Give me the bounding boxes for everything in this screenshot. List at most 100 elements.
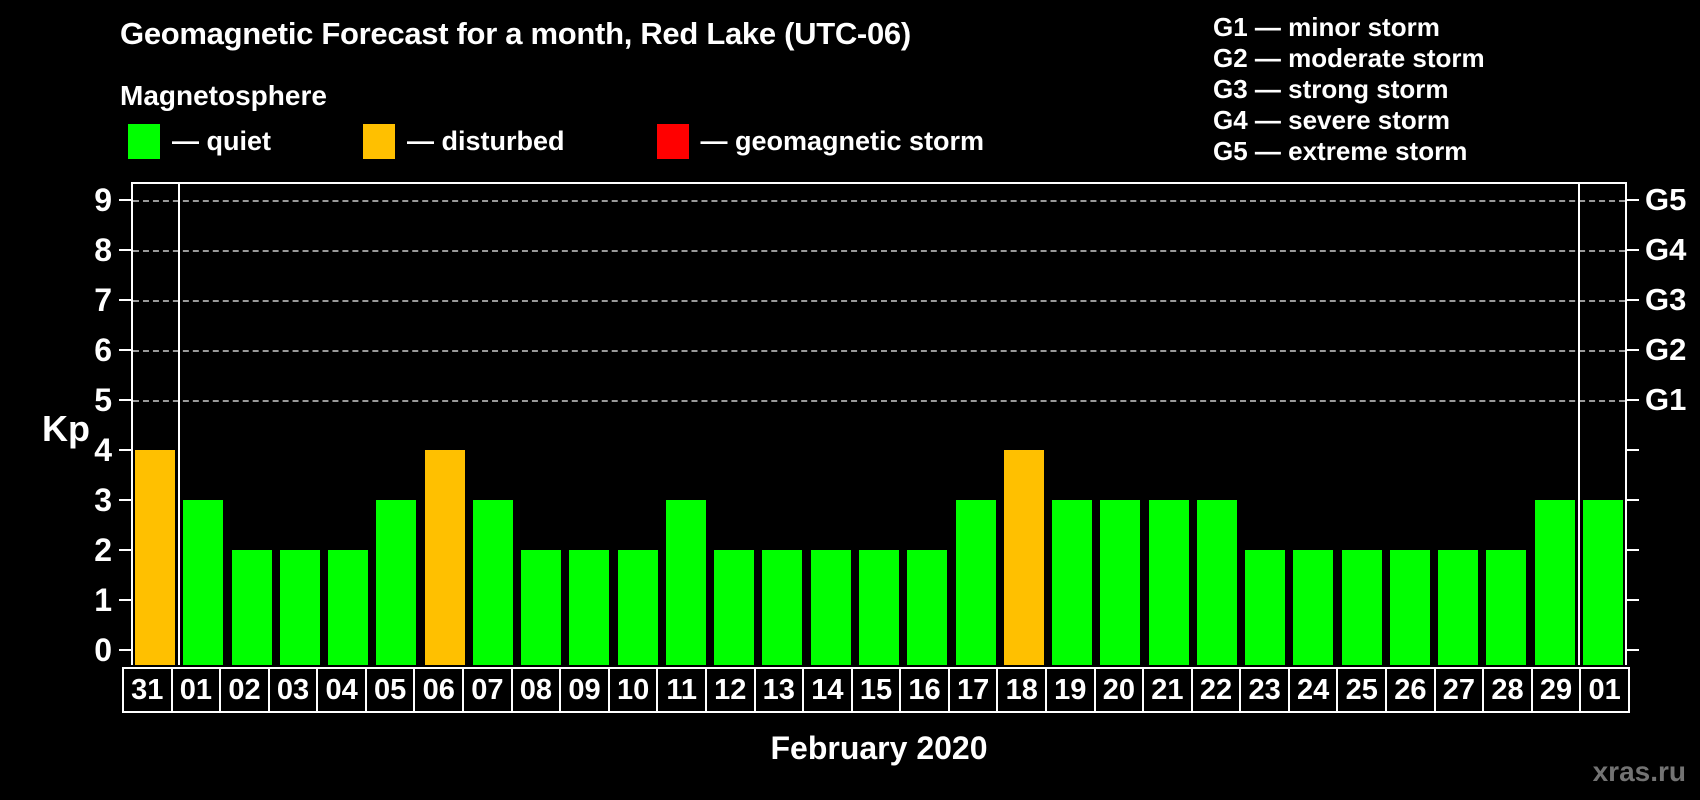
day-label-16: 16 <box>899 667 950 713</box>
gridline-kp9 <box>133 200 1625 202</box>
y-axis-label-4: 4 <box>94 432 112 468</box>
right-tick-kp2 <box>1627 549 1639 551</box>
storm-scale-line-g5: G5 — extreme storm <box>1213 136 1468 166</box>
day-label-21: 21 <box>1142 667 1193 713</box>
kp-axis-label: Kp <box>42 408 90 449</box>
day-label-0: 31 <box>122 667 173 713</box>
kp-bar-day-14 <box>810 550 851 665</box>
kp-bar-day-18 <box>1003 450 1044 665</box>
kp-bar-day-16 <box>907 550 948 665</box>
storm-scale-line-g3: G3 — strong storm <box>1213 74 1449 104</box>
left-tick-kp9 <box>119 199 131 201</box>
kp-bar-day-23 <box>1245 550 1286 665</box>
left-tick-kp6 <box>119 349 131 351</box>
day-label-3: 03 <box>267 667 319 713</box>
day-label-4: 04 <box>316 667 367 713</box>
day-label-10: 10 <box>607 667 659 713</box>
kp-bar-day-04 <box>328 550 369 665</box>
y-axis-label-8: 8 <box>94 232 112 268</box>
kp-bar-day-26 <box>1389 550 1430 665</box>
day-label-7: 07 <box>462 667 513 713</box>
gridline-kp7 <box>133 300 1625 302</box>
chart-title: Geomagnetic Forecast for a month, Red La… <box>120 16 911 51</box>
day-label-17: 17 <box>947 667 999 713</box>
kp-bar-day-06 <box>424 450 465 665</box>
kp-bar-day-20 <box>1100 500 1141 665</box>
kp-bar-day-02 <box>231 550 272 665</box>
day-label-14: 14 <box>802 667 853 713</box>
legend-item-quiet: — quiet <box>128 124 271 159</box>
left-tick-kp4 <box>119 449 131 451</box>
y-axis-label-5: 5 <box>94 382 112 418</box>
kp-bar-day-07 <box>472 500 513 665</box>
kp-bar-day-09 <box>569 550 610 665</box>
right-tick-kp8 <box>1627 249 1639 251</box>
y-axis-label-3: 3 <box>94 482 112 518</box>
kp-bar-day-10 <box>617 550 658 665</box>
day-label-row: 31 01 02 03 04 05 06 07 08 09 10 11 12 13 14 15 16 17 18 19… <box>122 667 1630 713</box>
legend-label-disturbed: — disturbed <box>407 126 565 156</box>
day-label-11: 11 <box>656 667 707 713</box>
day-label-8: 08 <box>510 667 562 713</box>
left-tick-kp5 <box>119 399 131 401</box>
storm-scale-line-g4: G4 — severe storm <box>1213 105 1451 135</box>
month-separator <box>1577 184 1580 665</box>
storm-scale-legend: G1 — minor storm G2 — moderate storm G3 — … <box>1213 12 1485 167</box>
month-label: February 2020 <box>770 730 988 766</box>
kp-bar-day-25 <box>1341 550 1382 665</box>
left-tick-kp2 <box>119 549 131 551</box>
kp-bar-day-27 <box>1438 550 1479 665</box>
y-axis-label-1: 1 <box>94 582 112 618</box>
kp-bar-day-24 <box>1293 550 1334 665</box>
kp-bar-day-01 <box>183 500 224 665</box>
kp-bar-day-13 <box>762 550 803 665</box>
geomagnetic-storm-swatch <box>656 124 689 159</box>
kp-bar-day-29 <box>1534 500 1575 665</box>
right-tick-kp1 <box>1627 599 1639 601</box>
day-label-13: 13 <box>753 667 805 713</box>
day-label-2: 02 <box>219 667 270 713</box>
right-tick-kp4 <box>1627 449 1639 451</box>
left-tick-kp7 <box>119 299 131 301</box>
kp-bar-day-15 <box>859 550 899 665</box>
g-scale-label-g2: G2 <box>1645 332 1687 367</box>
day-label-1: 01 <box>170 667 222 713</box>
legend-item-disturbed: — disturbed <box>363 124 565 159</box>
right-tick-kp3 <box>1627 499 1639 501</box>
legend-item-geomagnetic-storm: — geomagnetic storm <box>656 124 985 159</box>
day-label-30: 01 <box>1579 667 1630 713</box>
kp-bar-day-31 <box>135 450 176 665</box>
magnetosphere-label: Magnetosphere <box>120 80 327 111</box>
kp-bar-day-01 <box>1582 500 1623 665</box>
day-label-29: 29 <box>1530 667 1582 713</box>
left-tick-kp8 <box>119 249 131 251</box>
storm-scale-line-g2: G2 — moderate storm <box>1213 43 1485 73</box>
gridline-kp8 <box>133 250 1625 252</box>
y-axis-label-9: 9 <box>94 182 112 218</box>
gridline-kp5 <box>133 400 1625 402</box>
day-label-20: 20 <box>1093 667 1145 713</box>
month-separator <box>178 184 181 665</box>
storm-scale-line-g1: G1 — minor storm <box>1213 12 1440 42</box>
right-tick-kp0 <box>1627 649 1639 651</box>
day-label-18: 18 <box>996 667 1047 713</box>
y-axis-label-6: 6 <box>94 332 112 368</box>
kp-bar-day-22 <box>1196 500 1237 665</box>
day-label-19: 19 <box>1044 667 1096 713</box>
legend-label-geomagnetic-storm: — geomagnetic storm <box>700 126 985 156</box>
kp-bar-day-03 <box>279 550 320 665</box>
watermark: xras.ru <box>1592 756 1686 787</box>
kp-bar-day-28 <box>1486 550 1527 665</box>
g-scale-label-g3: G3 <box>1645 282 1687 317</box>
plot-area <box>131 182 1627 665</box>
status-legend: — quiet — disturbed — geomagnetic storm <box>128 124 984 159</box>
day-label-6: 06 <box>413 667 465 713</box>
kp-bar-day-19 <box>1052 500 1093 665</box>
day-label-23: 23 <box>1239 667 1290 713</box>
gridline-kp6 <box>133 350 1625 352</box>
day-label-22: 22 <box>1190 667 1242 713</box>
kp-bar-day-08 <box>521 550 562 665</box>
g-scale-label-g1: G1 <box>1645 382 1687 417</box>
day-label-9: 09 <box>559 667 610 713</box>
day-label-24: 24 <box>1287 667 1339 713</box>
